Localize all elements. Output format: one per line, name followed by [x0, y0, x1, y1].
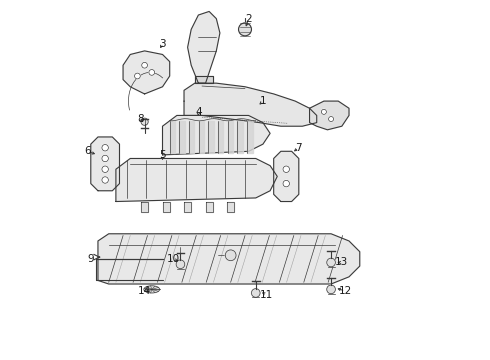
Text: 7: 7 [295, 143, 302, 153]
Polygon shape [310, 101, 349, 130]
Circle shape [327, 285, 335, 294]
Polygon shape [208, 121, 214, 153]
Circle shape [149, 69, 155, 75]
Polygon shape [91, 137, 120, 191]
Text: 11: 11 [260, 290, 273, 300]
Polygon shape [195, 76, 213, 83]
Polygon shape [116, 158, 277, 202]
Polygon shape [188, 12, 220, 83]
Polygon shape [163, 116, 270, 155]
Polygon shape [123, 51, 170, 94]
Circle shape [141, 118, 148, 125]
Circle shape [102, 177, 108, 183]
Text: 2: 2 [245, 14, 252, 24]
Polygon shape [184, 83, 317, 126]
Text: 6: 6 [84, 146, 91, 156]
Polygon shape [228, 121, 233, 153]
Circle shape [251, 289, 260, 297]
Polygon shape [184, 202, 191, 212]
Text: 13: 13 [335, 257, 348, 267]
Circle shape [283, 166, 290, 172]
Circle shape [102, 166, 108, 172]
Circle shape [142, 62, 147, 68]
Text: 3: 3 [159, 39, 166, 49]
Circle shape [135, 73, 140, 79]
Text: 14: 14 [138, 286, 151, 296]
Circle shape [102, 155, 108, 162]
Circle shape [321, 109, 326, 114]
Text: 9: 9 [88, 254, 94, 264]
Polygon shape [179, 121, 185, 153]
Text: 8: 8 [138, 114, 145, 124]
Circle shape [239, 23, 251, 36]
Circle shape [225, 250, 236, 261]
Circle shape [102, 144, 108, 151]
Text: 10: 10 [167, 254, 180, 264]
Polygon shape [170, 121, 175, 153]
Polygon shape [274, 151, 299, 202]
Polygon shape [189, 121, 195, 153]
Text: 12: 12 [339, 286, 352, 296]
Ellipse shape [144, 286, 160, 293]
Circle shape [329, 117, 334, 122]
Text: 4: 4 [195, 107, 202, 117]
Polygon shape [238, 121, 243, 153]
Polygon shape [141, 202, 148, 212]
Circle shape [176, 260, 185, 269]
Circle shape [327, 258, 335, 267]
Polygon shape [247, 121, 252, 153]
Polygon shape [98, 234, 360, 284]
Polygon shape [218, 121, 223, 153]
Circle shape [283, 180, 290, 187]
Polygon shape [163, 202, 170, 212]
Text: 1: 1 [260, 96, 266, 106]
Text: 5: 5 [159, 150, 166, 160]
Polygon shape [205, 202, 213, 212]
Polygon shape [199, 121, 204, 153]
Polygon shape [227, 202, 234, 212]
